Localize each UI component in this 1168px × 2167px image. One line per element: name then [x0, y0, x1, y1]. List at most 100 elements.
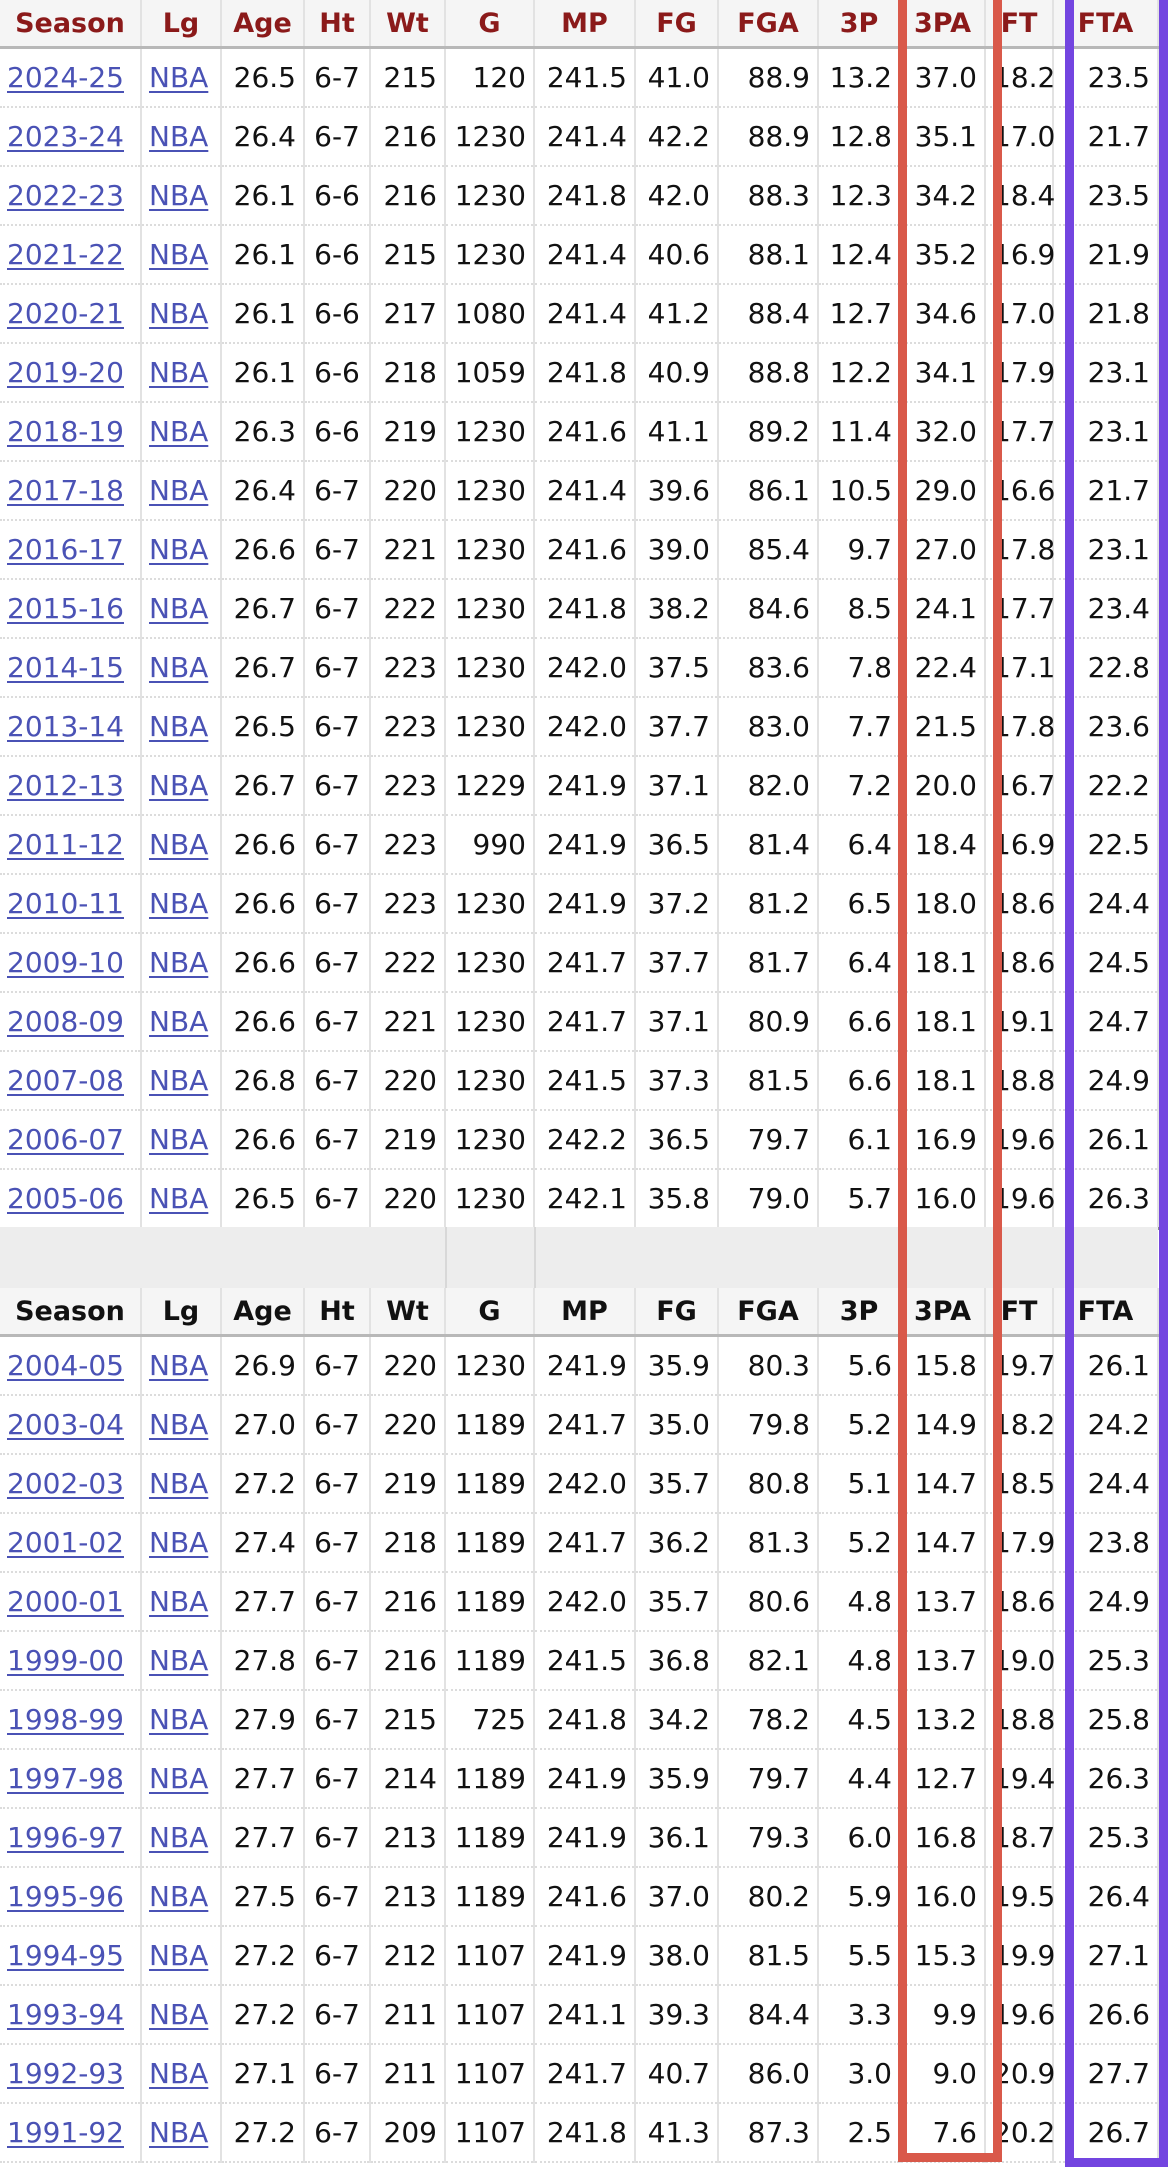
- season-link[interactable]: 2010-11: [7, 887, 124, 920]
- season-link[interactable]: 1999-00: [7, 1644, 124, 1677]
- season-link[interactable]: 2022-23: [7, 179, 124, 212]
- league-link[interactable]: NBA: [149, 710, 209, 743]
- cell-fga: 85.4: [718, 520, 819, 580]
- league-link[interactable]: NBA: [149, 120, 209, 153]
- cell-ft: 18.2: [985, 47, 1055, 108]
- season-link[interactable]: 2023-24: [7, 120, 124, 153]
- season-link[interactable]: 2001-02: [7, 1526, 124, 1559]
- league-link[interactable]: NBA: [149, 1939, 209, 1972]
- col-header-three-p[interactable]: 3P: [818, 1288, 901, 1337]
- col-header-season[interactable]: Season: [0, 1288, 142, 1337]
- season-link[interactable]: 2015-16: [7, 592, 124, 625]
- season-link[interactable]: 2004-05: [7, 1349, 124, 1382]
- cell-ht: 6-7: [304, 1926, 371, 1986]
- col-header-three-p[interactable]: 3P: [818, 0, 901, 49]
- col-header-three-pa[interactable]: 3PA: [900, 1288, 986, 1337]
- league-link[interactable]: NBA: [149, 946, 209, 979]
- col-header-fta[interactable]: FTA: [1053, 0, 1159, 49]
- league-link[interactable]: NBA: [149, 474, 209, 507]
- col-header-fga[interactable]: FGA: [718, 1288, 819, 1337]
- league-link[interactable]: NBA: [149, 1703, 209, 1736]
- league-link[interactable]: NBA: [149, 533, 209, 566]
- league-link[interactable]: NBA: [149, 1349, 209, 1382]
- col-header-age[interactable]: Age: [221, 0, 305, 49]
- season-link[interactable]: 2021-22: [7, 238, 124, 271]
- league-link[interactable]: NBA: [149, 1467, 209, 1500]
- league-link[interactable]: NBA: [149, 61, 209, 94]
- season-link[interactable]: 2017-18: [7, 474, 124, 507]
- col-header-season[interactable]: Season: [0, 0, 142, 49]
- league-link[interactable]: NBA: [149, 297, 209, 330]
- league-link[interactable]: NBA: [149, 356, 209, 389]
- col-header-wt[interactable]: Wt: [370, 1288, 446, 1337]
- col-header-age[interactable]: Age: [221, 1288, 305, 1337]
- league-link[interactable]: NBA: [149, 1644, 209, 1677]
- season-link[interactable]: 2002-03: [7, 1467, 124, 1500]
- season-link[interactable]: 1995-96: [7, 1880, 124, 1913]
- league-link[interactable]: NBA: [149, 1005, 209, 1038]
- season-link[interactable]: 1993-94: [7, 1998, 124, 2031]
- season-link[interactable]: 1992-93: [7, 2057, 124, 2090]
- col-header-g[interactable]: G: [445, 0, 535, 49]
- league-link[interactable]: NBA: [149, 887, 209, 920]
- season-link[interactable]: 1996-97: [7, 1821, 124, 1854]
- col-header-mp[interactable]: MP: [534, 0, 636, 49]
- league-link[interactable]: NBA: [149, 1880, 209, 1913]
- season-link[interactable]: 2018-19: [7, 415, 124, 448]
- table-row: 2003-04 NBA 27.0 6-7 220 1189 241.7 35.0 79.8 5.2…: [0, 1395, 1159, 1455]
- league-link[interactable]: NBA: [149, 1998, 209, 2031]
- cell-lg: NBA: [141, 1749, 222, 1809]
- league-link[interactable]: NBA: [149, 1064, 209, 1097]
- season-link[interactable]: 2000-01: [7, 1585, 124, 1618]
- col-header-fg[interactable]: FG: [635, 0, 719, 49]
- col-header-ft[interactable]: FT: [985, 0, 1054, 49]
- season-link[interactable]: 2012-13: [7, 769, 124, 802]
- col-header-ht[interactable]: Ht: [304, 1288, 371, 1337]
- season-link[interactable]: 2024-25: [7, 61, 124, 94]
- league-link[interactable]: NBA: [149, 1526, 209, 1559]
- season-link[interactable]: 2006-07: [7, 1123, 124, 1156]
- season-link[interactable]: 1991-92: [7, 2116, 124, 2149]
- season-link[interactable]: 1997-98: [7, 1762, 124, 1795]
- season-link[interactable]: 1994-95: [7, 1939, 124, 1972]
- col-header-ht[interactable]: Ht: [304, 0, 371, 49]
- league-link[interactable]: NBA: [149, 1408, 209, 1441]
- col-header-g[interactable]: G: [445, 1288, 535, 1337]
- col-header-fta[interactable]: FTA: [1053, 1288, 1159, 1337]
- league-link[interactable]: NBA: [149, 1182, 209, 1215]
- league-link[interactable]: NBA: [149, 179, 209, 212]
- league-link[interactable]: NBA: [149, 592, 209, 625]
- season-link[interactable]: 2013-14: [7, 710, 124, 743]
- league-link[interactable]: NBA: [149, 415, 209, 448]
- league-link[interactable]: NBA: [149, 238, 209, 271]
- league-link[interactable]: NBA: [149, 1821, 209, 1854]
- league-link[interactable]: NBA: [149, 651, 209, 684]
- league-link[interactable]: NBA: [149, 2116, 209, 2149]
- col-header-lg[interactable]: Lg: [141, 0, 222, 49]
- league-link[interactable]: NBA: [149, 828, 209, 861]
- season-link[interactable]: 1998-99: [7, 1703, 124, 1736]
- col-header-mp[interactable]: MP: [534, 1288, 636, 1337]
- col-header-three-pa[interactable]: 3PA: [900, 0, 986, 49]
- season-link[interactable]: 2007-08: [7, 1064, 124, 1097]
- season-link[interactable]: 2005-06: [7, 1182, 124, 1215]
- season-link[interactable]: 2011-12: [7, 828, 124, 861]
- cell-ht: 6-7: [304, 1110, 371, 1170]
- season-link[interactable]: 2019-20: [7, 356, 124, 389]
- season-link[interactable]: 2009-10: [7, 946, 124, 979]
- season-link[interactable]: 2008-09: [7, 1005, 124, 1038]
- season-link[interactable]: 2014-15: [7, 651, 124, 684]
- season-link[interactable]: 2016-17: [7, 533, 124, 566]
- col-header-ft[interactable]: FT: [985, 1288, 1054, 1337]
- col-header-fga[interactable]: FGA: [718, 0, 819, 49]
- col-header-lg[interactable]: Lg: [141, 1288, 222, 1337]
- season-link[interactable]: 2003-04: [7, 1408, 124, 1441]
- league-link[interactable]: NBA: [149, 769, 209, 802]
- league-link[interactable]: NBA: [149, 2057, 209, 2090]
- col-header-fg[interactable]: FG: [635, 1288, 719, 1337]
- season-link[interactable]: 2020-21: [7, 297, 124, 330]
- league-link[interactable]: NBA: [149, 1585, 209, 1618]
- col-header-wt[interactable]: Wt: [370, 0, 446, 49]
- league-link[interactable]: NBA: [149, 1762, 209, 1795]
- league-link[interactable]: NBA: [149, 1123, 209, 1156]
